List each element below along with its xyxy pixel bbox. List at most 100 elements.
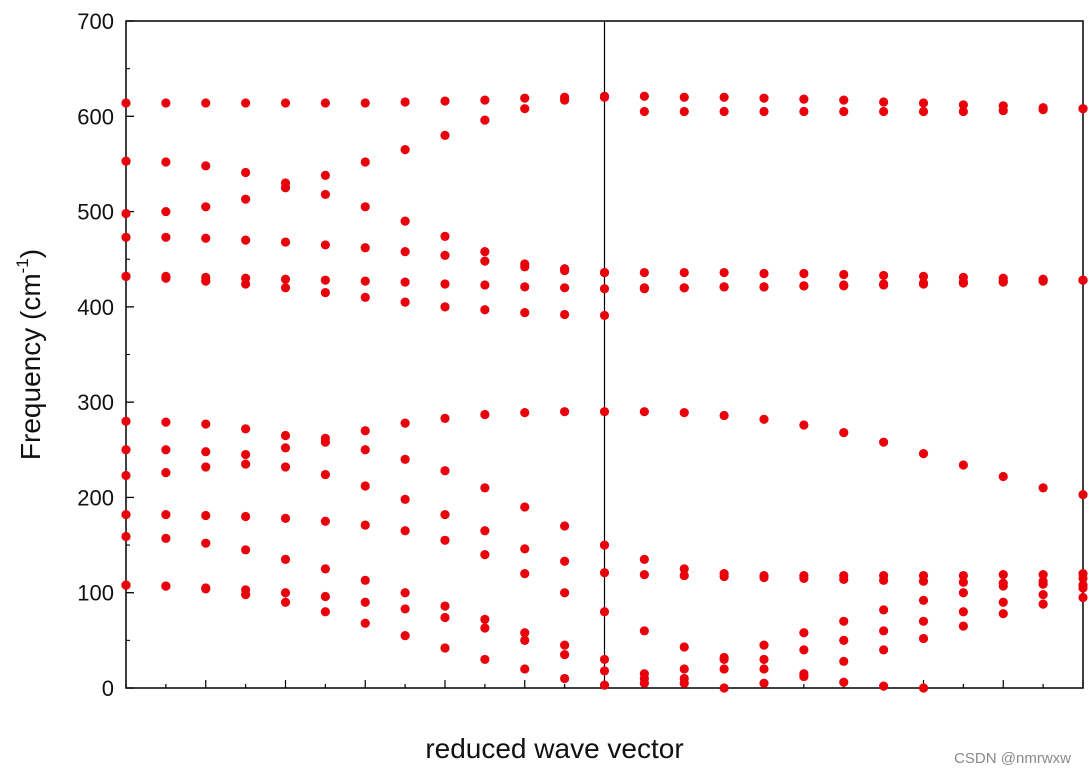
data-point xyxy=(241,424,251,434)
data-point xyxy=(719,267,729,278)
data-point xyxy=(201,98,211,108)
data-point xyxy=(759,93,769,103)
data-point xyxy=(320,240,330,250)
data-point xyxy=(201,538,211,548)
data-point xyxy=(280,430,291,441)
data-point xyxy=(520,628,530,638)
data-point xyxy=(241,98,251,108)
data-point xyxy=(440,612,450,623)
y-tick-label: 500 xyxy=(77,200,114,225)
data-points-group xyxy=(121,91,1088,693)
data-point xyxy=(280,597,291,607)
data-point xyxy=(1078,275,1088,285)
data-point xyxy=(1078,573,1088,584)
data-point xyxy=(918,576,929,586)
data-point xyxy=(560,673,570,684)
data-point xyxy=(201,462,211,472)
data-point xyxy=(201,447,211,457)
data-point xyxy=(241,235,251,245)
data-point xyxy=(480,614,490,624)
data-point xyxy=(480,246,490,257)
data-point xyxy=(998,471,1008,482)
data-point xyxy=(1078,583,1088,593)
y-tick-label: 700 xyxy=(77,9,114,34)
data-point xyxy=(759,640,769,650)
data-point xyxy=(121,445,131,455)
data-point xyxy=(560,640,570,650)
data-point xyxy=(400,454,410,464)
data-point xyxy=(599,310,610,321)
data-point xyxy=(161,509,171,520)
data-point xyxy=(280,588,291,598)
data-point xyxy=(958,607,968,617)
data-point xyxy=(599,540,610,550)
data-point xyxy=(639,673,649,684)
data-point xyxy=(161,533,171,544)
data-point xyxy=(759,282,769,292)
data-point xyxy=(440,509,450,520)
data-point xyxy=(360,202,370,212)
data-point xyxy=(480,483,490,493)
data-point xyxy=(639,267,649,278)
data-point xyxy=(400,297,410,307)
data-point xyxy=(320,516,330,526)
data-point xyxy=(639,626,649,636)
watermark: CSDN @nmrwxw xyxy=(954,750,1071,767)
data-point xyxy=(799,94,809,104)
data-point xyxy=(161,273,171,283)
data-point xyxy=(839,280,849,290)
data-point xyxy=(520,635,530,645)
data-point xyxy=(280,443,291,453)
data-point xyxy=(599,407,610,417)
data-point xyxy=(520,664,530,674)
data-point xyxy=(201,202,211,212)
data-point xyxy=(400,418,410,428)
data-point xyxy=(679,664,689,674)
data-point xyxy=(360,426,370,436)
data-point xyxy=(520,408,530,418)
data-point xyxy=(799,281,809,291)
data-point xyxy=(599,284,610,294)
data-point xyxy=(958,277,968,287)
data-point xyxy=(759,678,769,688)
data-point xyxy=(280,462,291,472)
data-point xyxy=(520,282,530,292)
data-point xyxy=(241,511,251,522)
data-point xyxy=(799,645,809,655)
data-point xyxy=(241,279,251,289)
data-point xyxy=(480,305,490,315)
data-point xyxy=(241,590,251,600)
data-point xyxy=(918,595,929,605)
data-point xyxy=(121,271,131,281)
data-point xyxy=(918,278,929,288)
data-point xyxy=(161,417,171,427)
data-point xyxy=(360,98,370,108)
data-point xyxy=(879,106,889,117)
data-point xyxy=(759,268,769,279)
data-point xyxy=(121,470,131,481)
data-point xyxy=(918,616,929,626)
data-point xyxy=(918,98,929,108)
data-point xyxy=(360,157,370,167)
data-point xyxy=(759,106,769,117)
data-point xyxy=(799,669,809,679)
data-point xyxy=(360,445,370,455)
data-point xyxy=(320,189,330,200)
data-point xyxy=(839,428,849,438)
data-point xyxy=(839,616,849,626)
data-point xyxy=(201,510,211,521)
data-point xyxy=(400,145,410,155)
data-point xyxy=(201,419,211,429)
data-point xyxy=(480,654,490,665)
data-point xyxy=(161,157,171,167)
data-point xyxy=(360,243,370,253)
data-point xyxy=(440,231,450,241)
data-point xyxy=(879,270,889,281)
data-point xyxy=(879,97,889,107)
data-point xyxy=(918,271,929,281)
data-point xyxy=(679,283,689,293)
data-point xyxy=(679,106,689,117)
data-point xyxy=(440,601,450,611)
data-point xyxy=(799,420,809,430)
